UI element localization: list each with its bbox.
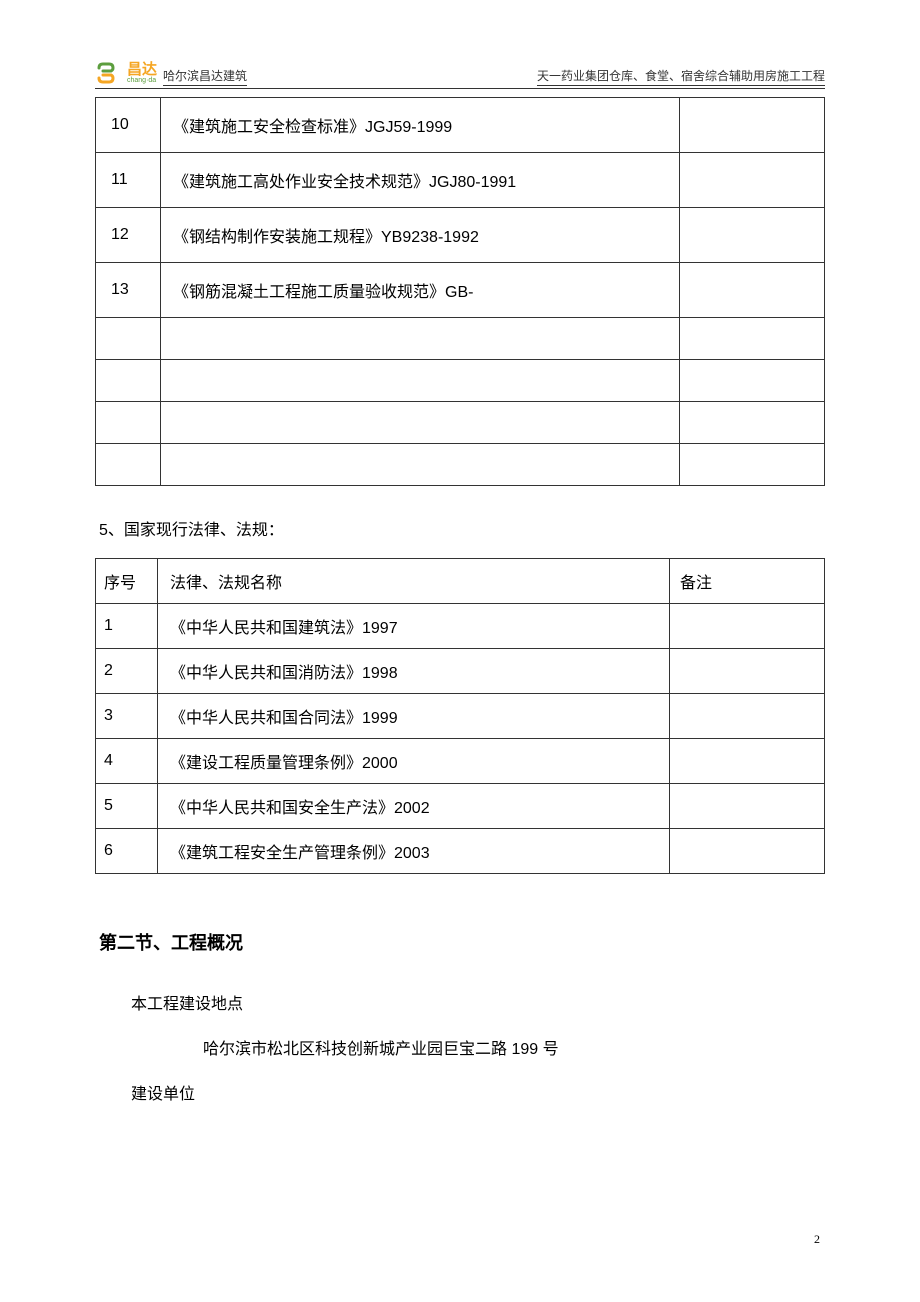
cell-empty <box>161 360 680 402</box>
cell-num: 5 <box>96 784 158 829</box>
cell-empty <box>680 360 825 402</box>
page-header: 昌达 chang·da 哈尔滨昌达建筑 天一药业集团仓库、食堂、宿舍综合辅助用房… <box>95 60 825 89</box>
cell-empty <box>680 402 825 444</box>
cell-remark <box>680 153 825 208</box>
cell-remark <box>670 649 825 694</box>
cell-name: 《中华人民共和国安全生产法》2002 <box>158 784 670 829</box>
laws-table-body: 1《中华人民共和国建筑法》19972《中华人民共和国消防法》19983《中华人民… <box>96 604 825 874</box>
table-row-empty <box>96 360 825 402</box>
cell-remark <box>680 208 825 263</box>
cell-empty <box>161 402 680 444</box>
cell-empty <box>161 318 680 360</box>
table-row: 13《钢筋混凝土工程施工质量验收规范》GB- <box>96 263 825 318</box>
cell-num: 3 <box>96 694 158 739</box>
table-row: 2《中华人民共和国消防法》1998 <box>96 649 825 694</box>
table-row: 6《建筑工程安全生产管理条例》2003 <box>96 829 825 874</box>
table-row-empty <box>96 444 825 486</box>
logo-pinyin: chang·da <box>127 77 157 84</box>
header-project-name: 天一药业集团仓库、食堂、宿舍综合辅助用房施工工程 <box>537 67 825 86</box>
laws-table-head: 序号 法律、法规名称 备注 <box>96 559 825 604</box>
cell-name: 《建筑施工安全检查标准》JGJ59-1999 <box>161 98 680 153</box>
body-line-3: 建设单位 <box>95 1075 825 1115</box>
cell-remark <box>680 263 825 318</box>
section-2-title: 第二节、工程概况 <box>95 929 825 955</box>
table-row: 12《钢结构制作安装施工规程》YB9238-1992 <box>96 208 825 263</box>
body-line-1: 本工程建设地点 <box>95 985 825 1025</box>
cell-num: 6 <box>96 829 158 874</box>
cell-name: 《钢结构制作安装施工规程》YB9238-1992 <box>161 208 680 263</box>
table-row: 10《建筑施工安全检查标准》JGJ59-1999 <box>96 98 825 153</box>
cell-name: 《中华人民共和国建筑法》1997 <box>158 604 670 649</box>
cell-remark <box>670 604 825 649</box>
cell-num: 13 <box>96 263 161 318</box>
table-row: 4《建设工程质量管理条例》2000 <box>96 739 825 784</box>
cell-remark <box>670 694 825 739</box>
table-row: 1《中华人民共和国建筑法》1997 <box>96 604 825 649</box>
table-row-empty <box>96 402 825 444</box>
logo-text: 昌达 chang·da <box>127 62 157 84</box>
cell-empty <box>680 444 825 486</box>
document-page: 昌达 chang·da 哈尔滨昌达建筑 天一药业集团仓库、食堂、宿舍综合辅助用房… <box>0 0 920 1302</box>
cell-remark <box>670 829 825 874</box>
cell-empty <box>96 444 161 486</box>
logo-chinese: 昌达 <box>127 62 157 77</box>
cell-empty <box>161 444 680 486</box>
table-row: 11《建筑施工高处作业安全技术规范》JGJ80-1991 <box>96 153 825 208</box>
standards-table-body: 10《建筑施工安全检查标准》JGJ59-199911《建筑施工高处作业安全技术规… <box>96 98 825 486</box>
cell-num: 10 <box>96 98 161 153</box>
cell-num: 12 <box>96 208 161 263</box>
cell-remark <box>670 739 825 784</box>
section-5-heading: 5、国家现行法律、法规： <box>95 516 825 540</box>
cell-empty <box>96 360 161 402</box>
standards-table: 10《建筑施工安全检查标准》JGJ59-199911《建筑施工高处作业安全技术规… <box>95 97 825 486</box>
cell-empty <box>96 318 161 360</box>
cell-name: 《建筑施工高处作业安全技术规范》JGJ80-1991 <box>161 153 680 208</box>
header-company-name: 哈尔滨昌达建筑 <box>163 67 247 86</box>
table-row: 3《中华人民共和国合同法》1999 <box>96 694 825 739</box>
cell-empty <box>96 402 161 444</box>
laws-header-num: 序号 <box>96 559 158 604</box>
cell-name: 《钢筋混凝土工程施工质量验收规范》GB- <box>161 263 680 318</box>
table-row-empty <box>96 318 825 360</box>
company-logo: 昌达 chang·da <box>95 60 157 86</box>
page-number: 2 <box>814 1232 820 1247</box>
cell-num: 2 <box>96 649 158 694</box>
laws-header-remark: 备注 <box>670 559 825 604</box>
header-left: 昌达 chang·da 哈尔滨昌达建筑 <box>95 60 247 86</box>
cell-num: 11 <box>96 153 161 208</box>
cell-name: 《中华人民共和国消防法》1998 <box>158 649 670 694</box>
cell-empty <box>680 318 825 360</box>
cell-name: 《建设工程质量管理条例》2000 <box>158 739 670 784</box>
cell-num: 4 <box>96 739 158 784</box>
laws-table-header-row: 序号 法律、法规名称 备注 <box>96 559 825 604</box>
body-line-2: 哈尔滨市松北区科技创新城产业园巨宝二路 199 号 <box>95 1030 825 1070</box>
cell-remark <box>670 784 825 829</box>
cell-name: 《建筑工程安全生产管理条例》2003 <box>158 829 670 874</box>
laws-table: 序号 法律、法规名称 备注 1《中华人民共和国建筑法》19972《中华人民共和国… <box>95 558 825 874</box>
cell-num: 1 <box>96 604 158 649</box>
laws-header-name: 法律、法规名称 <box>158 559 670 604</box>
cell-name: 《中华人民共和国合同法》1999 <box>158 694 670 739</box>
cell-remark <box>680 98 825 153</box>
logo-icon <box>95 60 125 86</box>
table-row: 5《中华人民共和国安全生产法》2002 <box>96 784 825 829</box>
